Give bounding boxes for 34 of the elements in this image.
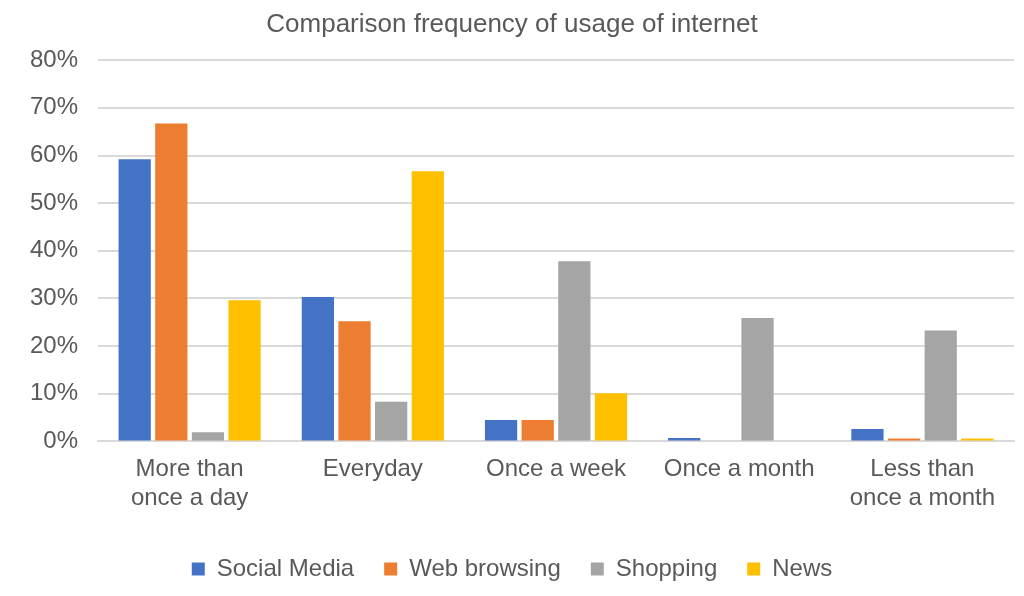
bar xyxy=(741,317,774,441)
bar xyxy=(155,123,188,441)
legend-label: Web browsing xyxy=(409,553,561,581)
bar xyxy=(191,432,225,441)
bar xyxy=(228,300,261,441)
y-tick-label: 40% xyxy=(29,235,79,263)
x-tick-label: Once a month xyxy=(663,454,815,482)
bar xyxy=(521,419,554,441)
legend-label: Social Media xyxy=(216,553,355,581)
bar xyxy=(301,297,334,441)
y-tick-label: 80% xyxy=(29,44,79,72)
chart-title: Comparison frequency of usage of internet xyxy=(266,7,759,38)
x-tick-label: Everyday xyxy=(322,454,423,482)
x-tick-label: Once a week xyxy=(485,454,628,482)
bar xyxy=(924,330,957,441)
legend-label: News xyxy=(772,553,833,581)
bar xyxy=(118,159,151,441)
x-tick-label: Less than once a month xyxy=(849,454,996,511)
bar xyxy=(484,419,518,441)
bar xyxy=(851,429,884,441)
y-tick-label: 60% xyxy=(29,140,79,168)
x-tick-label: More than once a day xyxy=(130,454,249,511)
bar xyxy=(375,401,408,441)
legend-label: Shopping xyxy=(615,553,718,581)
y-tick-label: 10% xyxy=(29,378,79,406)
y-tick-label: 70% xyxy=(29,92,79,120)
bar xyxy=(558,261,591,441)
bar xyxy=(338,321,371,441)
y-tick-label: 50% xyxy=(29,187,79,215)
y-tick-label: 0% xyxy=(43,426,79,454)
bar xyxy=(594,393,628,441)
bar xyxy=(411,171,444,441)
y-tick-label: 20% xyxy=(29,330,79,358)
y-tick-label: 30% xyxy=(29,283,79,311)
